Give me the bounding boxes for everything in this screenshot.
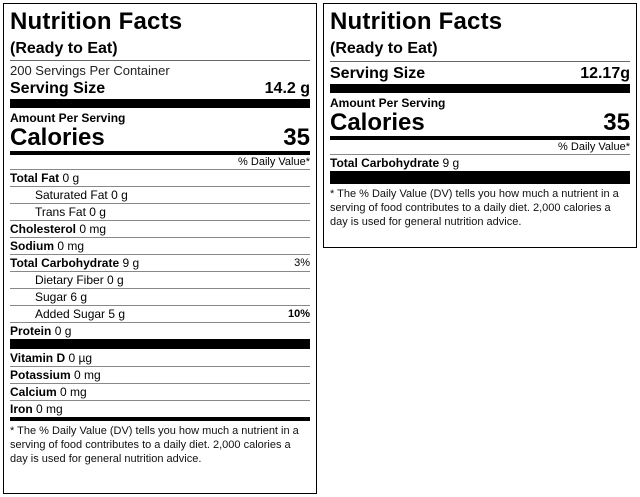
vitamin-row-potassium: Potassium 0 mg (10, 366, 310, 383)
serving-size-label: Serving Size (330, 65, 426, 82)
vitamin-row-calcium: Calcium 0 mg (10, 383, 310, 400)
nutrient-row-protein: Protein 0 g (10, 322, 310, 339)
serving-size-row: Serving Size 14.2 g (10, 79, 310, 99)
calories-row: Calories 35 (330, 110, 630, 136)
nutrient-amount: 9 g (442, 156, 460, 170)
nutrient-name: Sugar (35, 290, 68, 304)
vitamin-name: Vitamin D (10, 351, 66, 365)
calories-label: Calories (10, 124, 105, 151)
calories-row: Calories 35 (10, 125, 310, 151)
medium-divider (10, 151, 310, 155)
nutrient-row-total-carbohydrate: Total Carbohydrate 9 g 3% (10, 254, 310, 271)
medium-divider (10, 417, 310, 421)
vitamin-row-iron: Iron 0 mg (10, 400, 310, 417)
calories-value: 35 (603, 109, 630, 136)
vitamin-amount: 0 mg (74, 368, 101, 382)
label-subtitle: (Ready to Eat) (330, 40, 438, 57)
servings-per-container: 200 Servings Per Container (10, 60, 310, 79)
nutrient-name: Cholesterol (10, 222, 77, 236)
vitamin-row-vitamin-d: Vitamin D 0 µg (10, 350, 310, 366)
medium-divider (330, 136, 630, 140)
nutrient-row-total-carbohydrate: Total Carbohydrate 9 g (330, 154, 630, 171)
nutrition-label-left: Nutrition Facts (Ready to Eat) 200 Servi… (3, 3, 317, 494)
nutrient-name: Total Carbohydrate (330, 156, 440, 170)
nutrient-amount: 0 g (107, 273, 124, 287)
vitamin-name: Iron (10, 402, 33, 416)
label-title: Nutrition Facts (10, 8, 183, 35)
daily-value-header: % Daily Value* (238, 156, 310, 168)
serving-size-value: 14.2 g (264, 80, 310, 97)
nutrient-name: Protein (10, 324, 52, 338)
nutrient-amount: 0 g (62, 171, 80, 185)
label-subtitle: (Ready to Eat) (10, 40, 118, 57)
vitamin-name: Potassium (10, 368, 71, 382)
nutrition-label-right: Nutrition Facts (Ready to Eat) Serving S… (323, 3, 637, 248)
nutrient-row-sugar: Sugar 6 g (10, 288, 310, 305)
calories-value: 35 (283, 124, 310, 151)
amount-per-serving: Amount Per Serving (330, 96, 446, 110)
nutrient-row-trans-fat: Trans Fat 0 g (10, 203, 310, 220)
footnote: * The % Daily Value (DV) tells you how m… (10, 425, 299, 465)
amount-per-serving: Amount Per Serving (10, 111, 126, 125)
nutrient-row-dietary-fiber: Dietary Fiber 0 g (10, 271, 310, 288)
nutrient-amount: 9 g (122, 256, 140, 270)
nutrient-name: Total Fat (10, 171, 60, 185)
nutrient-dv: 3% (294, 257, 310, 269)
calories-label: Calories (330, 109, 425, 136)
nutrient-row-saturated-fat: Saturated Fat 0 g (10, 186, 310, 203)
nutrient-row-sodium: Sodium 0 mg (10, 237, 310, 254)
nutrient-amount: 0 g (89, 205, 106, 219)
vitamin-amount: 0 mg (60, 385, 87, 399)
serving-size-value: 12.17g (580, 65, 630, 82)
vitamin-amount: 0 mg (36, 402, 63, 416)
nutrient-row-added-sugar: Added Sugar 5 g 10% (10, 305, 310, 322)
thick-divider (10, 339, 310, 349)
nutrient-name: Sodium (10, 239, 54, 253)
nutrient-dv: 10% (287, 308, 310, 320)
nutrient-name: Trans Fat (35, 205, 86, 219)
nutrient-amount: 0 g (54, 324, 72, 338)
nutrient-amount: 0 mg (79, 222, 107, 236)
serving-size-label: Serving Size (10, 80, 106, 97)
thick-divider (10, 99, 310, 108)
nutrient-amount: 0 mg (57, 239, 85, 253)
thick-divider (330, 84, 630, 93)
label-title: Nutrition Facts (330, 8, 503, 35)
nutrient-row-cholesterol: Cholesterol 0 mg (10, 220, 310, 237)
nutrient-amount: 0 g (111, 188, 128, 202)
footnote: * The % Daily Value (DV) tells you how m… (330, 188, 619, 228)
serving-size-row: Serving Size 12.17g (330, 61, 630, 84)
nutrient-amount: 5 g (108, 307, 126, 321)
nutrient-amount: 6 g (70, 290, 88, 304)
vitamin-name: Calcium (10, 385, 57, 399)
nutrient-name: Total Carbohydrate (10, 256, 120, 270)
vitamin-amount: 0 µg (68, 351, 93, 365)
daily-value-header: % Daily Value* (558, 141, 630, 153)
nutrient-name: Saturated Fat (35, 188, 108, 202)
nutrient-name: Added Sugar (35, 307, 106, 321)
nutrient-row-total-fat: Total Fat 0 g (10, 169, 310, 186)
thick-divider (330, 171, 630, 184)
nutrient-name: Dietary Fiber (35, 273, 104, 287)
